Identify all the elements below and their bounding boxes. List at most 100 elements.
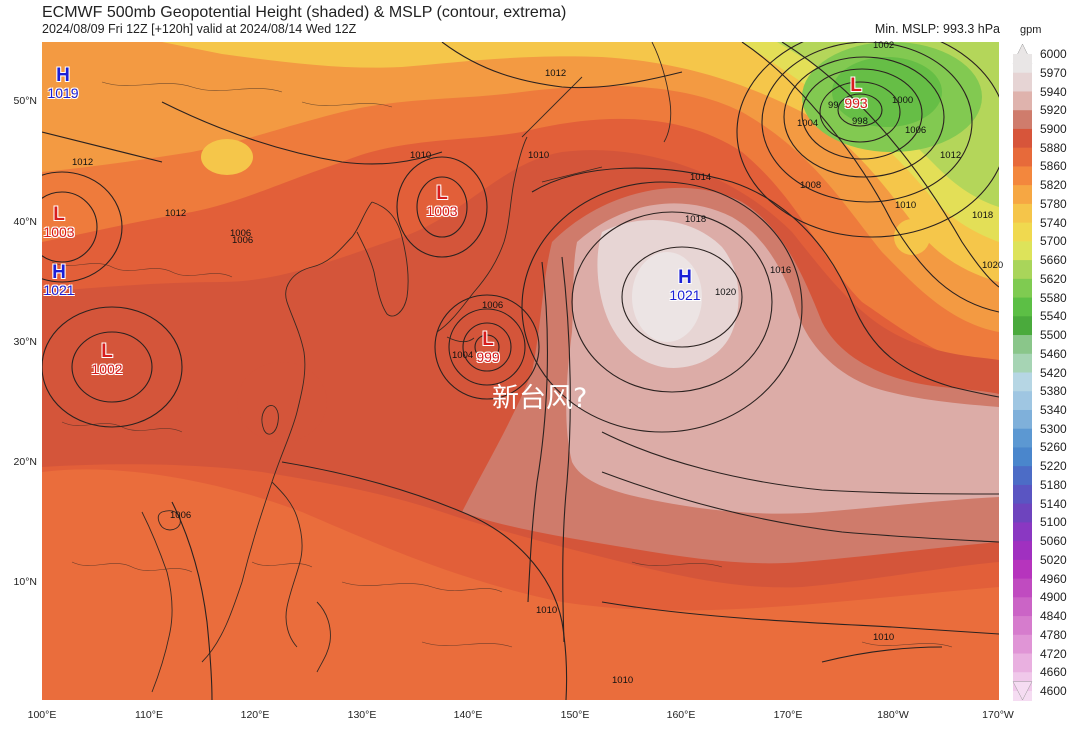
isobar-label: 1020 xyxy=(982,260,1004,271)
colorbar-level-label: 5970 xyxy=(1040,65,1067,80)
colorbar-level-label: 5020 xyxy=(1040,552,1067,567)
lon-label-100e: 100°E xyxy=(27,709,57,721)
colorbar-swatch xyxy=(1013,297,1032,317)
coastlines xyxy=(141,42,672,693)
lat-label-40n: 40°N xyxy=(13,216,37,228)
lat-label-10n: 10°N xyxy=(13,576,37,588)
lon-label-170w: 170°W xyxy=(982,709,1014,721)
low-symbol: L xyxy=(850,75,862,96)
colorbar-swatch xyxy=(1013,203,1032,224)
colorbar-level-label: 5860 xyxy=(1040,159,1067,174)
colorbar-swatch xyxy=(1013,128,1032,149)
colorbar-level-label: 5580 xyxy=(1040,290,1067,305)
colorbar-level-label: 5920 xyxy=(1040,103,1067,118)
isobar-label: 1012 xyxy=(940,150,962,161)
colorbar-swatch xyxy=(1013,616,1032,636)
colorbar-swatch xyxy=(1013,466,1032,486)
isobar-label: 1006 xyxy=(482,300,504,311)
colorbar-level-label: 4720 xyxy=(1040,646,1067,661)
colorbar-swatch xyxy=(1013,335,1032,355)
isobar-label: 1004 xyxy=(797,118,819,129)
low-value: 1003 xyxy=(426,203,458,219)
colorbar-level-label: 5940 xyxy=(1040,84,1067,99)
isobar-label: 998 xyxy=(852,116,868,127)
low-pressure-marker: L 1003 xyxy=(43,205,74,239)
high-symbol: H xyxy=(52,262,66,283)
low-symbol: L xyxy=(482,329,494,350)
high-value: 1021 xyxy=(669,287,701,303)
colorbar xyxy=(1012,44,1033,701)
colorbar-level-label: 4780 xyxy=(1040,627,1067,642)
lon-label-110e: 110°E xyxy=(135,709,163,721)
colorbar-level-label: 5420 xyxy=(1040,365,1067,380)
height-5820 xyxy=(42,42,999,332)
colorbar-level-label: 5220 xyxy=(1040,459,1067,474)
colorbar-level-label: 5880 xyxy=(1040,140,1067,155)
high-pressure-marker: H 1021 xyxy=(43,263,74,297)
high-pressure-marker: H 1019 xyxy=(47,66,78,100)
min-mslp-readout: Min. MSLP: 993.3 hPa xyxy=(874,22,1000,36)
low-pressure-marker: L 1002 xyxy=(91,342,122,376)
isobars xyxy=(42,42,999,700)
low-pressure-marker: L 999 xyxy=(476,330,499,364)
isobar-label: 1006 xyxy=(232,235,254,246)
colorbar-level-label: 5340 xyxy=(1040,403,1067,417)
height-5860-south xyxy=(42,469,999,700)
lon-label-170e: 170°E xyxy=(773,709,803,721)
high-pressure-marker: H 1021 xyxy=(669,268,700,302)
lon-label-160e: 160°E xyxy=(666,709,696,721)
low-symbol: L xyxy=(101,341,113,362)
height-field-map xyxy=(42,42,999,700)
colorbar-swatch xyxy=(1013,316,1032,336)
isobar-label: 1000 xyxy=(892,95,914,106)
colorbar-swatch xyxy=(1013,541,1032,561)
isobar-label: 1008 xyxy=(800,180,822,191)
isobar-label: 1006 xyxy=(230,228,252,239)
colorbar-level-label: 5060 xyxy=(1040,534,1067,549)
isobar-label: 1012 xyxy=(72,157,94,168)
colorbar-level-label: 5460 xyxy=(1040,346,1067,361)
lon-label-120e: 120°E xyxy=(240,709,270,721)
colorbar-level-label: 6000 xyxy=(1040,47,1067,61)
colorbar-level-label: 4900 xyxy=(1040,590,1067,605)
terrain-contours xyxy=(51,81,953,648)
isobar-label: 1010 xyxy=(873,632,895,643)
lat-label-20n: 20°N xyxy=(13,456,37,468)
colorbar-level-label: 5500 xyxy=(1040,328,1067,342)
colorbar-swatch xyxy=(1013,185,1032,205)
isobar-label: 1016 xyxy=(770,265,792,276)
colorbar-swatch xyxy=(1013,353,1032,373)
lon-label-140e: 140°E xyxy=(453,709,483,721)
colorbar-level-label: 5260 xyxy=(1040,440,1067,455)
colorbar-swatch xyxy=(1013,54,1032,74)
height-5780 xyxy=(162,42,999,282)
colorbar-swatch xyxy=(1013,578,1032,598)
colorbar-swatch xyxy=(1013,72,1032,92)
colorbar-bottom-arrow xyxy=(1012,681,1033,701)
colorbar-swatch xyxy=(1013,166,1032,186)
map-panel xyxy=(42,42,999,700)
lon-label-150e: 150°E xyxy=(560,709,590,721)
low-value: 993 xyxy=(844,95,868,111)
lon-label-130e: 130°E xyxy=(347,709,377,721)
lat-label-50n: 50°N xyxy=(13,95,37,107)
isobar-label: 1010 xyxy=(528,150,550,161)
colorbar-swatch xyxy=(1013,91,1032,111)
colorbar-level-label: 5100 xyxy=(1040,515,1067,530)
low-pressure-marker: L 1003 xyxy=(426,184,457,218)
low-value: 1003 xyxy=(43,224,75,240)
colorbar-swatch xyxy=(1013,278,1032,299)
colorbar-level-label: 5780 xyxy=(1040,196,1067,211)
colorbar-level-label: 4660 xyxy=(1040,665,1067,680)
colorbar-level-label: 5700 xyxy=(1040,234,1067,249)
isobar-label: 1020 xyxy=(715,287,737,298)
isobar-label: 1010 xyxy=(410,150,432,161)
low-pressure-marker: L 993 xyxy=(844,76,867,110)
map-title: ECMWF 500mb Geopotential Height (shaded)… xyxy=(42,4,567,21)
low-value: 1002 xyxy=(91,361,123,377)
isobar-label: 1010 xyxy=(536,605,558,616)
isobar-label: 1010 xyxy=(895,200,917,211)
new-typhoon-annotation: 新台风? xyxy=(492,383,588,414)
high-value: 1021 xyxy=(43,282,75,298)
isobar-label: 1006 xyxy=(905,125,927,136)
